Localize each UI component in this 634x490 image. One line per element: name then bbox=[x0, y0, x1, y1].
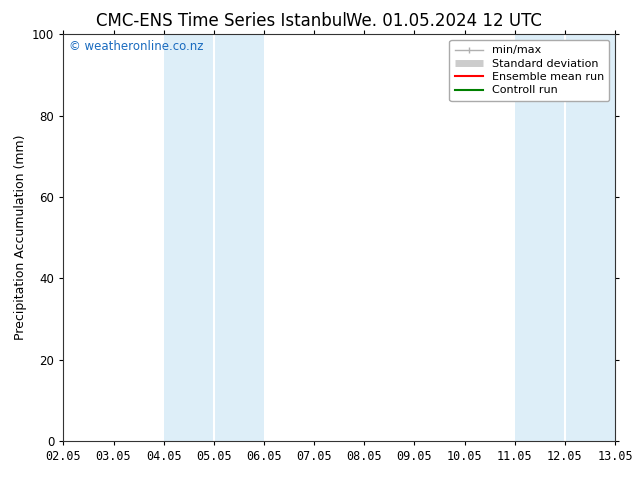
Bar bbox=[164, 34, 214, 441]
Bar bbox=[214, 34, 264, 441]
Y-axis label: Precipitation Accumulation (mm): Precipitation Accumulation (mm) bbox=[13, 135, 27, 341]
Bar bbox=[515, 34, 565, 441]
Text: © weatheronline.co.nz: © weatheronline.co.nz bbox=[69, 40, 204, 53]
Text: CMC-ENS Time Series Istanbul: CMC-ENS Time Series Istanbul bbox=[96, 12, 347, 30]
Text: We. 01.05.2024 12 UTC: We. 01.05.2024 12 UTC bbox=[346, 12, 541, 30]
Bar bbox=[565, 34, 615, 441]
Legend: min/max, Standard deviation, Ensemble mean run, Controll run: min/max, Standard deviation, Ensemble me… bbox=[450, 40, 609, 101]
